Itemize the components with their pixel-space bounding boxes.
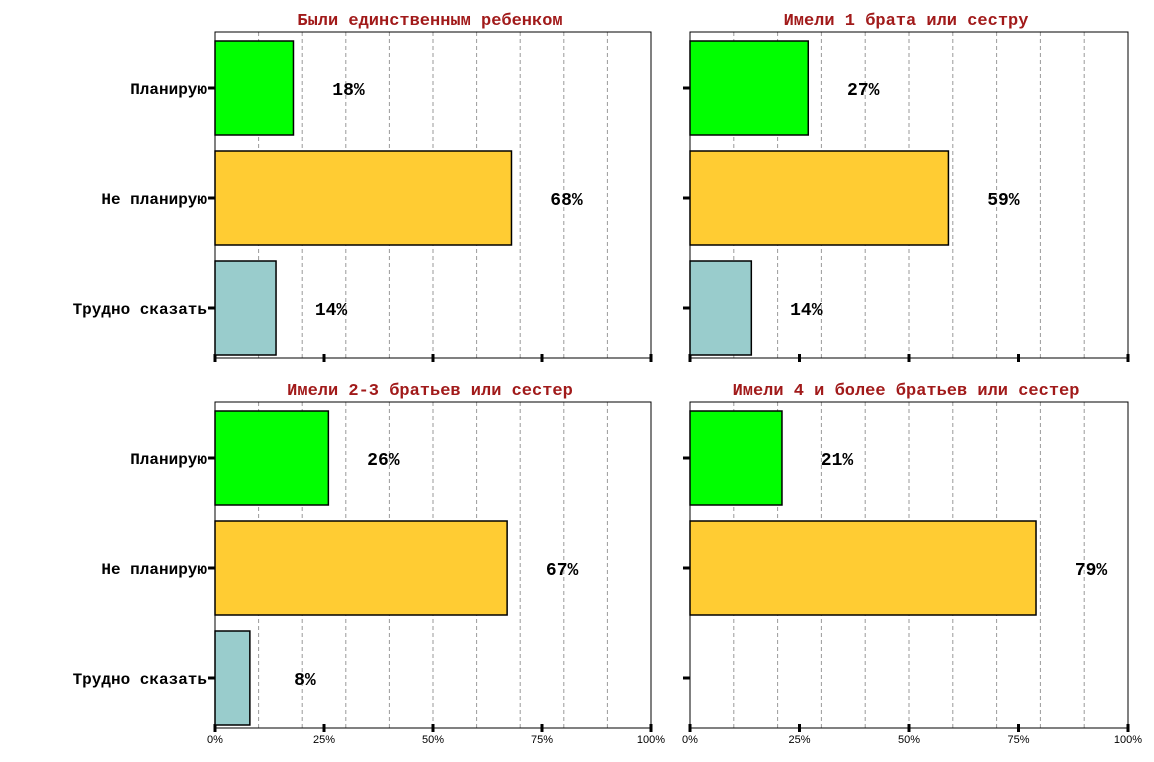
bar <box>689 260 753 356</box>
x-tick-label: 75% <box>531 734 553 746</box>
value-label: 18% <box>332 81 365 101</box>
bar <box>214 520 508 616</box>
x-tick-label: 75% <box>1007 734 1029 746</box>
value-label: 27% <box>847 81 880 101</box>
bar <box>214 150 513 246</box>
category-label: Планирую <box>130 81 207 99</box>
value-label: 59% <box>987 191 1020 211</box>
x-tick-label: 50% <box>898 734 920 746</box>
category-label: Не планирую <box>101 561 207 579</box>
category-label: Трудно сказать <box>73 671 207 689</box>
x-tick-label: 50% <box>422 734 444 746</box>
bar <box>214 410 330 506</box>
x-tick-label: 100% <box>1114 734 1142 746</box>
bar <box>214 260 277 356</box>
bar <box>689 520 1037 616</box>
value-label: 67% <box>546 561 579 581</box>
bar <box>214 630 251 726</box>
panel-title: Имели 1 брата или сестру <box>784 12 1029 31</box>
x-tick-label: 0% <box>207 734 223 746</box>
panel-title: Имели 2-3 братьев или сестер <box>287 382 573 401</box>
value-label: 8% <box>294 671 316 691</box>
x-tick-label: 100% <box>637 734 665 746</box>
panel-title: Были единственным ребенком <box>297 12 562 31</box>
category-label: Трудно сказать <box>73 301 207 319</box>
x-tick-label: 25% <box>788 734 810 746</box>
panel-title: Имели 4 и более братьев или сестер <box>733 382 1080 401</box>
x-tick-label: 0% <box>682 734 698 746</box>
value-label: 21% <box>821 451 854 471</box>
value-label: 14% <box>315 301 348 321</box>
value-label: 14% <box>790 301 823 321</box>
bar <box>689 410 783 506</box>
value-label: 79% <box>1075 561 1108 581</box>
value-label: 68% <box>550 191 583 211</box>
category-label: Планирую <box>130 451 207 469</box>
category-label: Не планирую <box>101 191 207 209</box>
bar <box>689 150 950 246</box>
bar <box>689 40 810 136</box>
value-label: 26% <box>367 451 400 471</box>
x-tick-label: 25% <box>313 734 335 746</box>
bar <box>214 40 295 136</box>
